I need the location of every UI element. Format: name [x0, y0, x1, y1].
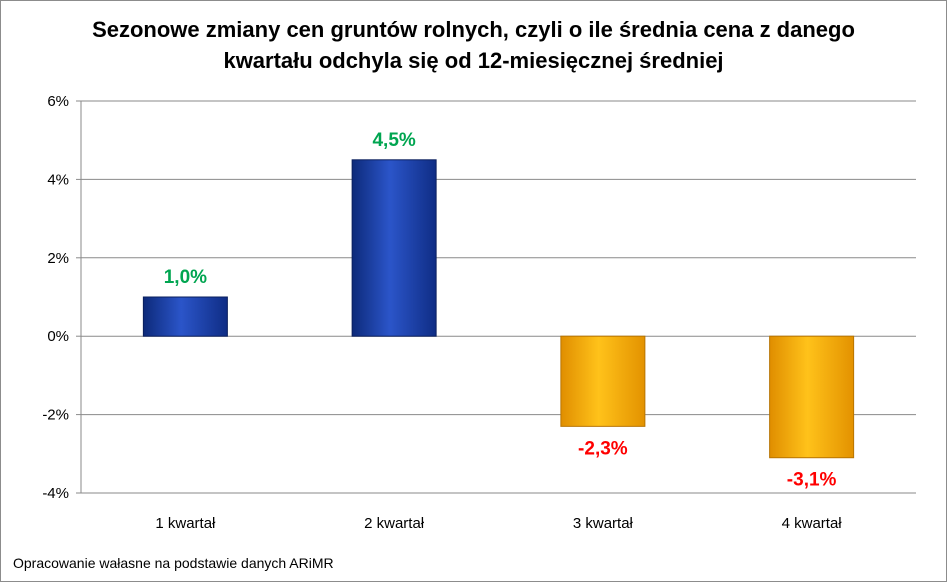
y-tick-label: -4% [42, 485, 69, 502]
axes: 6% 4% 2% 0% -2% -4% [42, 93, 82, 502]
y-tick-label: 6% [47, 93, 69, 110]
x-tick-label-2: 2 kwartał [364, 515, 425, 532]
bar-3 [560, 335, 646, 427]
x-tick-label-4: 4 kwartał [782, 515, 843, 532]
bar-1 [142, 296, 228, 337]
data-label-3: -2,3% [578, 438, 628, 459]
bar-4 [769, 335, 855, 459]
x-tick-label-3: 3 kwartał [573, 515, 634, 532]
data-label-2: 4,5% [372, 130, 415, 151]
y-tick-label: -2% [42, 407, 69, 424]
chart-title-line-2: kwartału odchyla się od 12-miesięcznej ś… [223, 48, 724, 73]
x-tick-label-1: 1 kwartał [155, 515, 216, 532]
y-tick-label: 4% [47, 171, 69, 188]
data-label-1: 1,0% [164, 267, 207, 288]
y-tick-label: 2% [47, 250, 69, 267]
y-tick-label: 0% [47, 328, 69, 345]
chart-title-line-1: Sezonowe zmiany cen gruntów rolnych, czy… [92, 17, 855, 42]
source-footnote: Opracowanie wałasne na podstawie danych … [13, 555, 334, 571]
bar-2 [351, 159, 437, 337]
data-label-4: -3,1% [787, 470, 837, 491]
chart-title: Sezonowe zmiany cen gruntów rolnych, czy… [0, 14, 947, 76]
bars [142, 159, 855, 459]
labels: 1,0% 1 kwartał 4,5% 2 kwartał -2,3% 3 kwartał… [155, 130, 842, 532]
